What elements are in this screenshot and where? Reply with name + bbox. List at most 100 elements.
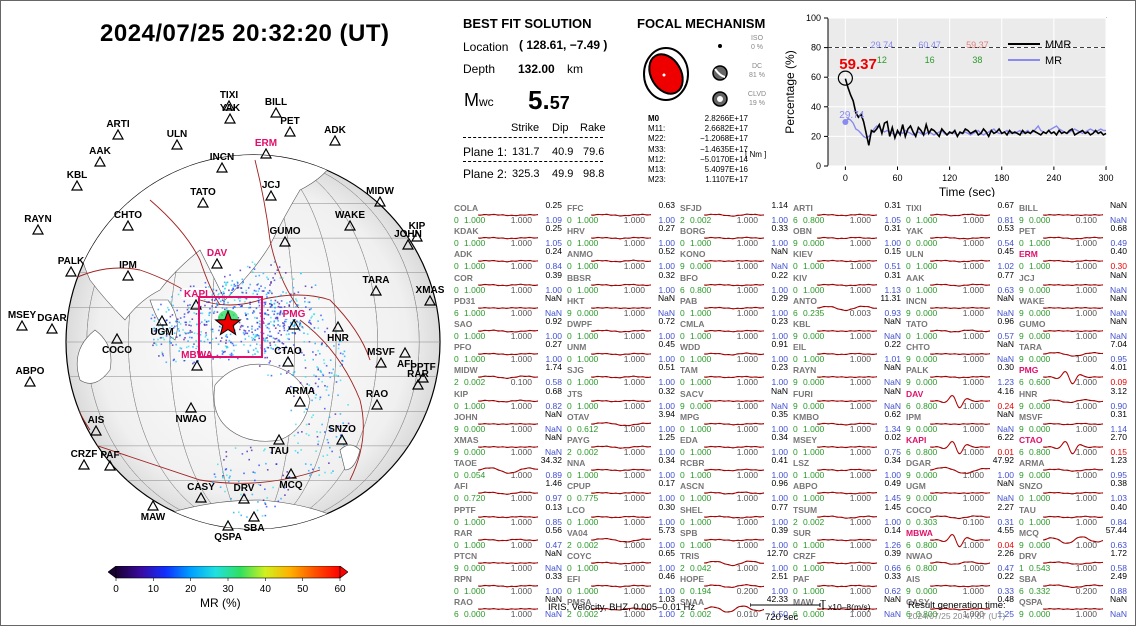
weight-grade: 9 — [454, 423, 459, 434]
waveform-panel: NNA 0.34 0 1.000 1.000 1.00 — [565, 455, 677, 480]
weight-value: 0.800 — [916, 539, 938, 550]
waveform-trace — [930, 260, 990, 263]
misfit-value: 0.100 — [510, 377, 532, 388]
misfit-value: 1.000 — [849, 215, 871, 225]
waveform-panel: UNM 0.45 0 1.000 1.000 1.00 — [565, 339, 677, 364]
waveform-panel: EIL 0.22 0 1.000 1.000 1.01 — [791, 339, 903, 364]
amplitude-value: 0.31 — [1110, 408, 1127, 419]
amplitude-value: 0.68 — [1110, 223, 1127, 234]
station-label: MSVF — [367, 347, 395, 358]
weight-grade: 0 — [906, 215, 911, 225]
mr-value: 0.57 — [997, 331, 1014, 341]
station-label: DGAR — [37, 313, 67, 324]
waveform-panel: RAO NaN 6 0.000 1.000 NaN — [452, 594, 564, 619]
amplitude-value: NaN — [996, 292, 1014, 303]
misfit-value: 1.000 — [1075, 284, 1097, 295]
waveform-trace — [930, 283, 990, 287]
weight-grade: 0 — [680, 354, 685, 365]
tensor-row: M11: 2.6682E+17 — [648, 124, 748, 134]
station-triangle — [370, 398, 384, 410]
station-label: JCJ — [262, 180, 280, 191]
weight-grade: 0 — [567, 470, 572, 481]
waveform-panel: ARMA 1.23 9 0.000 1.000 0.95 — [1017, 455, 1129, 480]
misfit-value: 1.000 — [962, 423, 984, 434]
mw-label: Mwc — [464, 90, 494, 110]
station-triangle — [269, 106, 283, 118]
weight-grade: 2 — [567, 609, 572, 620]
waveform-trace — [817, 237, 877, 240]
waveform-panel: WDD 0.91 0 1.000 1.000 1.00 — [678, 339, 790, 364]
misfit-value: 1.000 — [1075, 563, 1097, 573]
misfit-value: 1.000 — [962, 307, 984, 318]
tensor-row: M33: −1.4635E+17 — [648, 144, 748, 154]
waveform-panel: HRV 0.27 0 1.000 1.000 1.00 — [565, 223, 677, 248]
station-label: MAW — [141, 512, 166, 523]
station-label: AIS — [88, 415, 105, 426]
amplitude-value: 2.27 — [997, 501, 1014, 512]
location-value: ( 128.61, −7.49 ) — [519, 38, 608, 52]
mr-value: 1.00 — [658, 423, 675, 434]
amplitude-value: 0.39 — [545, 269, 562, 280]
station-triangle — [284, 467, 298, 479]
waveform-panel: ERM 0.40 0 1.000 1.000 0.30 — [1017, 246, 1129, 271]
waveform-trace — [1043, 440, 1103, 455]
waveform-trace — [930, 376, 990, 379]
mr-value: 1.00 — [884, 238, 901, 249]
station-label: KIP — [409, 221, 426, 232]
waveform-trace — [1043, 330, 1103, 333]
weight-grade: 9 — [1019, 470, 1024, 481]
station-code: RAR — [454, 527, 473, 538]
weight-grade: 9 — [793, 377, 798, 388]
weight-value: 1.000 — [577, 354, 599, 365]
misfit-value: 1.000 — [736, 284, 758, 295]
waveform-trace — [1043, 515, 1103, 518]
station-label: IPM — [119, 260, 137, 271]
mr-value: 0.82 — [545, 400, 562, 411]
waveform-trace — [478, 491, 538, 496]
amplitude-value: NaN — [544, 594, 562, 605]
waveform-panel: MPG 0.35 0 1.000 1.000 1.00 — [678, 409, 790, 434]
misfit-value: 1.000 — [962, 470, 984, 481]
plot-area — [827, 17, 1107, 167]
waveform-trace — [591, 283, 651, 286]
amplitude-value: NaN — [1109, 269, 1127, 280]
station-label: KBL — [67, 170, 88, 181]
weight-grade: 0 — [454, 238, 459, 249]
weight-value: 1.000 — [464, 261, 486, 272]
misfit-value: 1.000 — [962, 215, 984, 225]
waveform-trace — [704, 605, 764, 614]
waveform-trace — [930, 329, 990, 333]
waveform-panel: CPUP 0.17 0 0.775 1.000 1.00 — [565, 478, 677, 503]
mr-value: 1.00 — [658, 539, 675, 550]
mr-value: NaN — [770, 261, 788, 272]
station-code: SJG — [567, 365, 585, 376]
weight-grade: 0 — [567, 215, 572, 225]
station-code: AIS — [906, 574, 921, 585]
amplitude-value: 0.33 — [545, 571, 562, 582]
mr-table-value: 12 — [877, 55, 887, 65]
weight-grade: 0 — [793, 539, 798, 550]
mr-value: 1.00 — [658, 447, 675, 457]
mr-value: 1.00 — [658, 563, 675, 573]
waveform-trace — [704, 260, 764, 263]
origin-datetime: 2024/07/25 20:32:20 (UT) — [100, 20, 390, 47]
station-triangle — [70, 179, 84, 191]
waveform-panel: PET 0.68 0 1.000 1.000 0.49 — [1017, 223, 1129, 248]
mr-value: 0.47 — [545, 539, 562, 550]
misfit-value: 1.000 — [736, 493, 758, 504]
amplitude-value: 0.68 — [545, 385, 562, 396]
peak-marker — [837, 70, 853, 86]
waveform-panel: PMG 4.01 6 0.600 1.000 0.09 — [1017, 362, 1129, 387]
misfit-value: 1.000 — [1075, 377, 1097, 388]
waveform-panel: YAK 0.53 0 0.000 1.000 0.54 — [904, 223, 1016, 248]
station-triangle — [287, 318, 301, 330]
waveform-panel: COCO 2.27 0 0.303 0.100 0.31 — [904, 502, 1016, 527]
waveform-trace — [1043, 536, 1103, 544]
station-code: KIV — [793, 272, 808, 283]
amplitude-value: 0.02 — [884, 432, 901, 442]
amplitude-value: 0.65 — [658, 548, 675, 558]
weight-grade: 0 — [1019, 261, 1024, 272]
station-triangle — [223, 112, 237, 124]
station-code: LCO — [567, 504, 585, 515]
weight-grade: 0 — [906, 238, 911, 249]
